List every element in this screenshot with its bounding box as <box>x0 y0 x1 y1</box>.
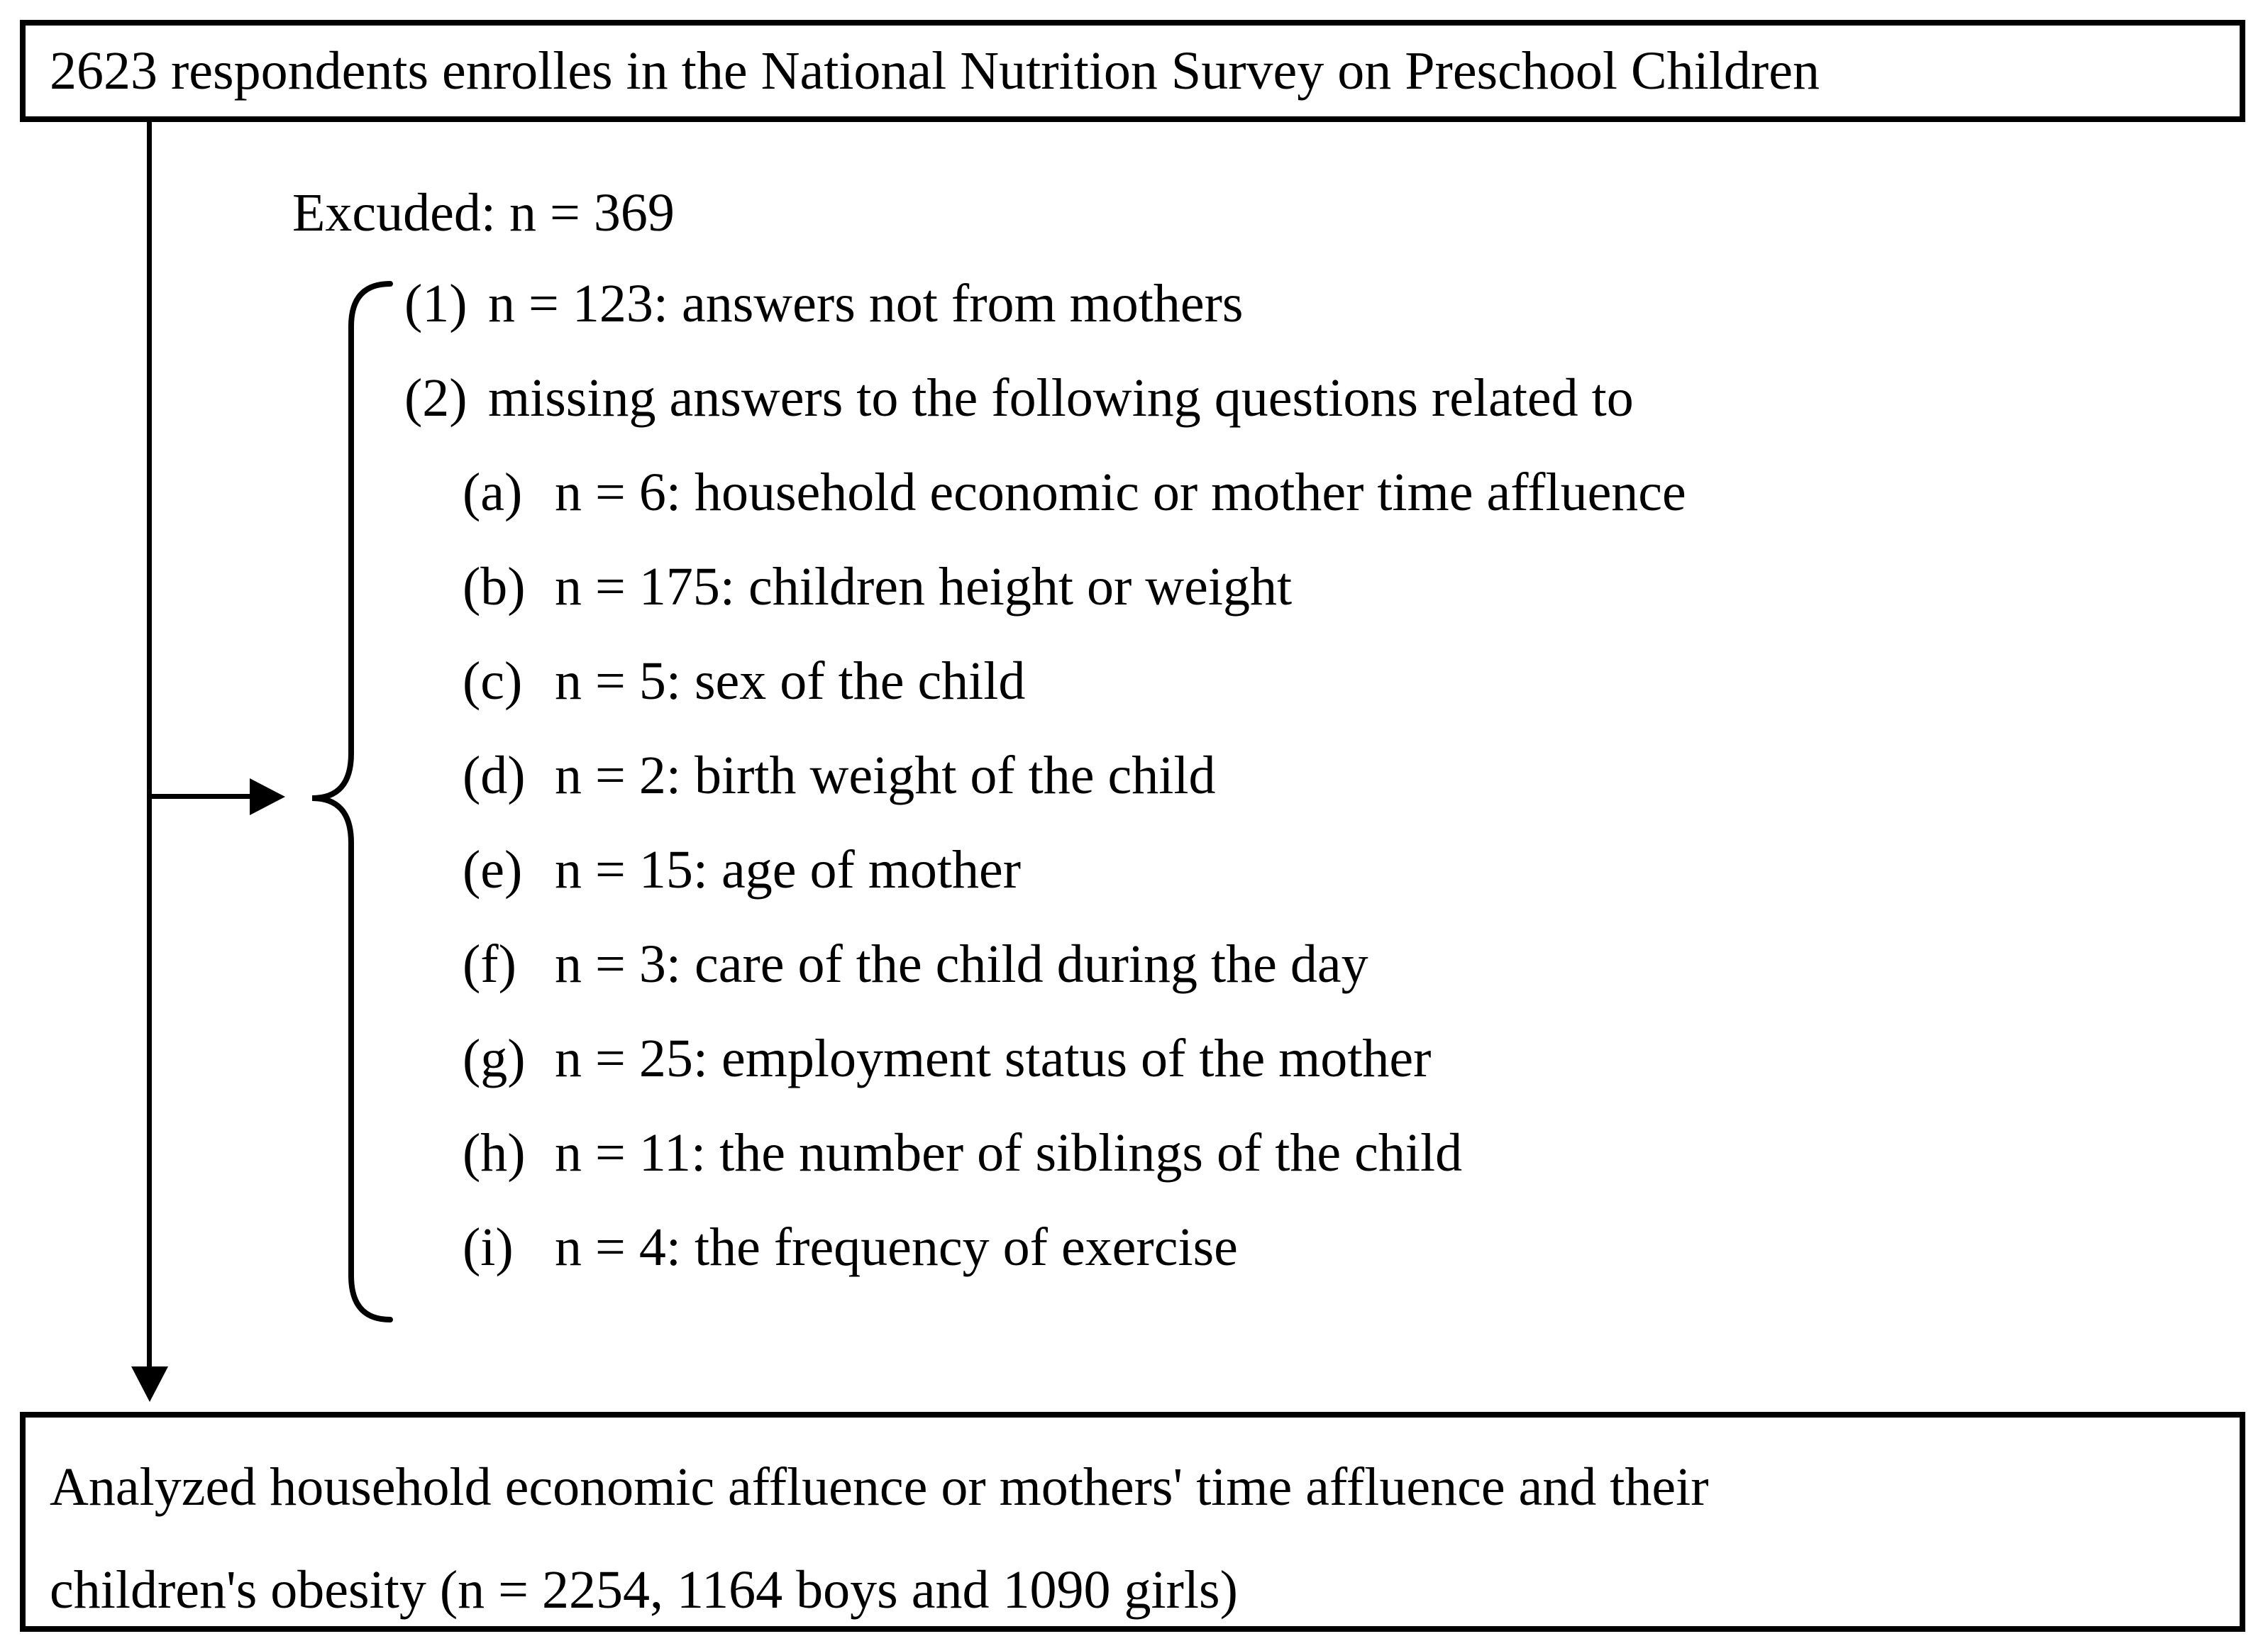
exclusion-item-text: n = 6: household economic or mother time… <box>555 463 1686 522</box>
exclusion-item-marker: (2) <box>404 368 468 428</box>
exclusion-item-text: n = 123: answers not from mothers <box>488 274 1244 333</box>
exclusion-item: (b) n = 175: children height or weight <box>404 540 2178 634</box>
flow-arrowhead-down-icon <box>131 1366 168 1402</box>
exclusion-item: (i) n = 4: the frequency of exercise <box>404 1200 2178 1295</box>
enrollment-box-text: 2623 respondents enrolles in the Nationa… <box>50 41 1820 101</box>
exclusion-item-text: n = 2: birth weight of the child <box>555 746 1216 805</box>
exclusion-item-text: n = 3: care of the child during the day <box>555 934 1368 994</box>
analyzed-box-line1: Analyzed household economic affluence or… <box>50 1457 1709 1517</box>
exclusion-item-marker: (a) <box>463 463 523 522</box>
exclusion-item-marker: (h) <box>463 1123 526 1183</box>
exclusion-item-marker: (e) <box>463 840 523 900</box>
exclusion-list: (1) n = 123: answers not from mothers (2… <box>404 257 2178 1295</box>
exclusion-item-text: n = 175: children height or weight <box>555 557 1293 617</box>
exclusion-item: (2) missing answers to the following que… <box>404 351 2178 446</box>
exclusion-item-marker: (f) <box>463 934 516 994</box>
exclusion-item-text: n = 4: the frequency of exercise <box>555 1217 1238 1277</box>
flow-arrow-vertical-line <box>147 121 152 1366</box>
exclusion-item-text: n = 25: employment status of the mother <box>555 1029 1432 1088</box>
exclusion-brace-icon <box>311 281 393 1322</box>
exclusion-item: (h) n = 11: the number of siblings of th… <box>404 1106 2178 1200</box>
exclusion-item-text: n = 11: the number of siblings of the ch… <box>555 1123 1463 1183</box>
exclusion-item: (c) n = 5: sex of the child <box>404 634 2178 729</box>
exclusion-item: (1) n = 123: answers not from mothers <box>404 257 2178 351</box>
analyzed-box: Analyzed household economic affluence or… <box>20 1412 2245 1632</box>
exclusion-item-text: n = 15: age of mother <box>555 840 1022 900</box>
enrollment-box: 2623 respondents enrolles in the Nationa… <box>20 20 2245 122</box>
exclusion-arrowhead-right-icon <box>250 778 285 815</box>
exclusion-item: (f) n = 3: care of the child during the … <box>404 917 2178 1012</box>
exclusion-item-marker: (c) <box>463 651 523 711</box>
exclusion-item-marker: (d) <box>463 746 526 805</box>
exclusion-item: (a) n = 6: household economic or mother … <box>404 446 2178 540</box>
exclusion-item-text: missing answers to the following questio… <box>488 368 1634 428</box>
exclusion-header: Excuded: n = 369 <box>292 183 675 243</box>
exclusion-arrow-horizontal-line <box>147 794 252 799</box>
exclusion-item-marker: (g) <box>463 1029 526 1088</box>
exclusion-item-marker: (i) <box>463 1217 514 1277</box>
exclusion-item: (g) n = 25: employment status of the mot… <box>404 1012 2178 1106</box>
exclusion-item: (d) n = 2: birth weight of the child <box>404 729 2178 823</box>
exclusion-item-text: n = 5: sex of the child <box>555 651 1026 711</box>
exclusion-item-marker: (1) <box>404 274 468 333</box>
exclusion-item: (e) n = 15: age of mother <box>404 823 2178 917</box>
analyzed-box-line2: children's obesity (n = 2254, 1164 boys … <box>50 1560 1238 1620</box>
exclusion-item-marker: (b) <box>463 557 526 617</box>
